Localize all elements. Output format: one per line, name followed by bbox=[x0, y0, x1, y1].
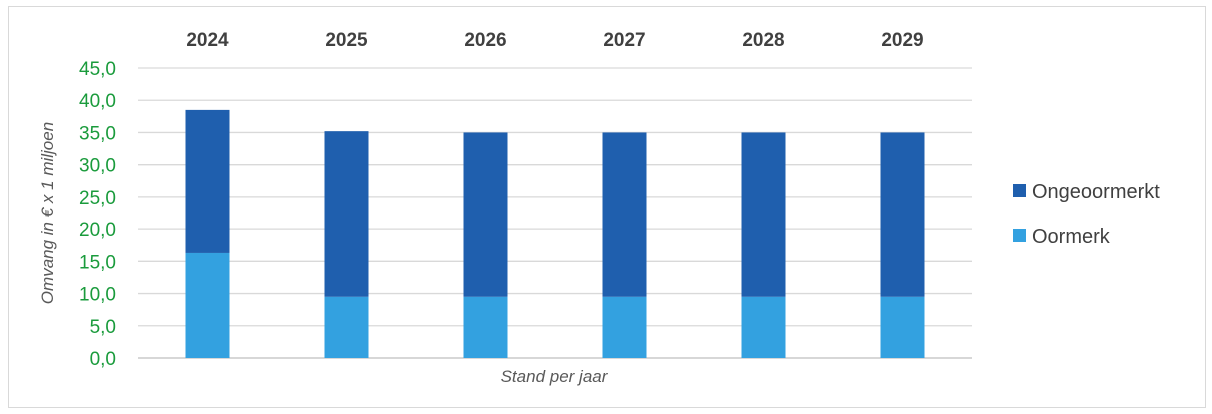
bar-segment-oormerk-2025 bbox=[324, 296, 369, 358]
y-tick-label: 40,0 bbox=[79, 91, 116, 112]
category-label: 2028 bbox=[742, 30, 784, 51]
x-axis-title: Stand per jaar bbox=[501, 367, 609, 386]
y-tick-label: 30,0 bbox=[79, 156, 116, 177]
legend-label-oormerk: Oormerk bbox=[1032, 226, 1111, 248]
legend-swatch-oormerk bbox=[1013, 229, 1026, 242]
bar-segment-ongeoormerkt-2027 bbox=[602, 132, 647, 297]
bar-segment-oormerk-2024 bbox=[185, 252, 230, 358]
y-tick-label: 5,0 bbox=[90, 317, 116, 338]
y-axis-title: Omvang in € x 1 miljoen bbox=[38, 122, 57, 304]
bar-segment-ongeoormerkt-2028 bbox=[741, 132, 786, 297]
y-axis-ticks: 0,0 5,0 10,0 15,0 20,0 25,0 30,0 35,0 40,0 45,0 bbox=[79, 59, 116, 370]
category-label: 2027 bbox=[603, 30, 645, 51]
legend: Ongeoormerkt Oormerk bbox=[1013, 181, 1160, 248]
bar-segment-oormerk-2027 bbox=[602, 296, 647, 358]
y-tick-label: 20,0 bbox=[79, 220, 116, 241]
gridlines bbox=[138, 67, 972, 359]
category-label: 2025 bbox=[325, 30, 368, 51]
bar-segment-ongeoormerkt-2029 bbox=[880, 132, 925, 297]
bar-segment-ongeoormerkt-2026 bbox=[463, 132, 508, 297]
bar-segment-oormerk-2026 bbox=[463, 296, 508, 358]
category-label: 2024 bbox=[186, 30, 229, 51]
category-label: 2026 bbox=[464, 30, 506, 51]
bar-segment-oormerk-2028 bbox=[741, 296, 786, 358]
y-tick-label: 35,0 bbox=[79, 123, 116, 144]
y-tick-label: 0,0 bbox=[90, 349, 116, 370]
legend-label-ongeoormerkt: Ongeoormerkt bbox=[1032, 181, 1160, 203]
y-tick-label: 15,0 bbox=[79, 252, 116, 273]
y-tick-label: 45,0 bbox=[79, 59, 116, 80]
bar-segment-ongeoormerkt-2025 bbox=[324, 131, 369, 297]
category-label: 2029 bbox=[881, 30, 923, 51]
category-labels: 2024 2025 2026 2027 2028 2029 bbox=[186, 30, 923, 51]
bar-segment-oormerk-2029 bbox=[880, 296, 925, 358]
bars bbox=[185, 109, 925, 358]
legend-swatch-ongeoormerkt bbox=[1013, 184, 1026, 197]
bar-segment-ongeoormerkt-2024 bbox=[185, 109, 230, 253]
y-tick-label: 10,0 bbox=[79, 285, 116, 306]
y-tick-label: 25,0 bbox=[79, 188, 116, 209]
